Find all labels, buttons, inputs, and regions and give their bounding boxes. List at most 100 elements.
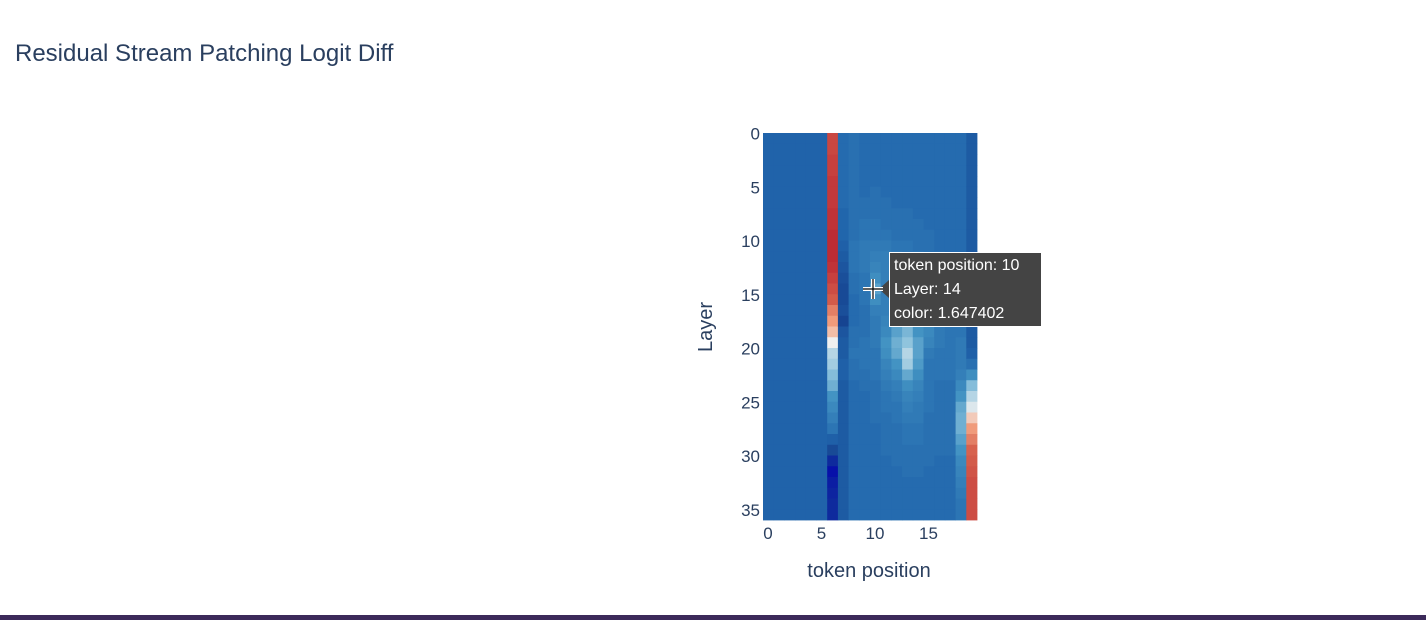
heatmap-cell[interactable] (923, 186, 935, 198)
heatmap-cell[interactable] (955, 477, 967, 489)
heatmap-cell[interactable] (923, 326, 935, 338)
heatmap-cell[interactable] (934, 434, 946, 446)
heatmap-cell[interactable] (848, 165, 860, 177)
heatmap-cell[interactable] (805, 466, 817, 478)
heatmap-cell[interactable] (805, 498, 817, 510)
heatmap-cell[interactable] (805, 219, 817, 231)
heatmap-cell[interactable] (837, 176, 849, 188)
heatmap-cell[interactable] (859, 262, 871, 274)
heatmap-cell[interactable] (795, 143, 807, 155)
heatmap-cell[interactable] (805, 240, 817, 252)
heatmap-cell[interactable] (902, 208, 914, 220)
heatmap-cell[interactable] (891, 455, 903, 467)
heatmap-cell[interactable] (795, 337, 807, 349)
heatmap-cell[interactable] (880, 240, 892, 252)
heatmap-cell[interactable] (763, 358, 775, 370)
heatmap-cell[interactable] (816, 186, 828, 198)
heatmap-cell[interactable] (837, 186, 849, 198)
heatmap-cell[interactable] (837, 197, 849, 209)
heatmap-cell[interactable] (934, 487, 946, 499)
heatmap-cell[interactable] (923, 401, 935, 413)
heatmap-cell[interactable] (816, 305, 828, 317)
heatmap-cell[interactable] (805, 434, 817, 446)
heatmap-cell[interactable] (805, 369, 817, 381)
heatmap-cell[interactable] (773, 219, 785, 231)
heatmap-cell[interactable] (955, 434, 967, 446)
heatmap-cell[interactable] (880, 186, 892, 198)
heatmap-cell[interactable] (934, 509, 946, 521)
heatmap-cell[interactable] (773, 412, 785, 424)
heatmap-cell[interactable] (848, 509, 860, 521)
heatmap-cell[interactable] (805, 487, 817, 499)
heatmap-cell[interactable] (773, 208, 785, 220)
heatmap-cell[interactable] (902, 401, 914, 413)
heatmap-cell[interactable] (934, 165, 946, 177)
heatmap-cell[interactable] (859, 165, 871, 177)
heatmap-cell[interactable] (966, 143, 978, 155)
heatmap-cell[interactable] (805, 412, 817, 424)
heatmap-cell[interactable] (923, 434, 935, 446)
heatmap-cell[interactable] (773, 240, 785, 252)
heatmap-cell[interactable] (837, 434, 849, 446)
heatmap-cell[interactable] (944, 154, 956, 166)
heatmap-cell[interactable] (837, 412, 849, 424)
heatmap-cell[interactable] (763, 326, 775, 338)
heatmap-cell[interactable] (795, 133, 807, 145)
heatmap-cell[interactable] (784, 262, 796, 274)
heatmap-cell[interactable] (880, 326, 892, 338)
heatmap-cell[interactable] (763, 294, 775, 306)
heatmap-cell[interactable] (923, 337, 935, 349)
heatmap-cell[interactable] (944, 133, 956, 145)
heatmap-cell[interactable] (773, 455, 785, 467)
heatmap-cell[interactable] (880, 434, 892, 446)
heatmap-cell[interactable] (784, 251, 796, 263)
heatmap-cell[interactable] (880, 391, 892, 403)
heatmap-cell[interactable] (912, 337, 924, 349)
heatmap-cell[interactable] (923, 348, 935, 360)
heatmap-cell[interactable] (827, 186, 839, 198)
heatmap-cell[interactable] (870, 208, 882, 220)
heatmap-cell[interactable] (805, 143, 817, 155)
heatmap-cell[interactable] (763, 240, 775, 252)
heatmap-cell[interactable] (859, 154, 871, 166)
heatmap-cell[interactable] (837, 208, 849, 220)
heatmap-cell[interactable] (784, 423, 796, 435)
heatmap-cell[interactable] (902, 358, 914, 370)
heatmap-cell[interactable] (944, 423, 956, 435)
heatmap-cell[interactable] (816, 466, 828, 478)
heatmap-cell[interactable] (837, 294, 849, 306)
heatmap-cell[interactable] (784, 455, 796, 467)
heatmap-cell[interactable] (923, 466, 935, 478)
heatmap-cell[interactable] (784, 219, 796, 231)
heatmap-cell[interactable] (859, 251, 871, 263)
heatmap-cell[interactable] (880, 294, 892, 306)
heatmap-cell[interactable] (870, 133, 882, 145)
heatmap-cell[interactable] (816, 455, 828, 467)
heatmap-cell[interactable] (880, 165, 892, 177)
heatmap-cell[interactable] (859, 240, 871, 252)
heatmap-cell[interactable] (784, 391, 796, 403)
heatmap-cell[interactable] (773, 294, 785, 306)
heatmap-cell[interactable] (923, 154, 935, 166)
heatmap-cell[interactable] (795, 208, 807, 220)
heatmap-cell[interactable] (837, 262, 849, 274)
heatmap-cell[interactable] (848, 423, 860, 435)
heatmap-cell[interactable] (859, 487, 871, 499)
heatmap-cell[interactable] (816, 283, 828, 295)
heatmap-cell[interactable] (816, 240, 828, 252)
heatmap-cell[interactable] (859, 143, 871, 155)
heatmap-cell[interactable] (837, 219, 849, 231)
heatmap-cell[interactable] (848, 455, 860, 467)
heatmap-cell[interactable] (837, 369, 849, 381)
heatmap-cell[interactable] (966, 444, 978, 456)
heatmap-cell[interactable] (934, 133, 946, 145)
heatmap-cell[interactable] (934, 337, 946, 349)
heatmap-cell[interactable] (902, 154, 914, 166)
heatmap-cell[interactable] (827, 509, 839, 521)
heatmap-cell[interactable] (966, 154, 978, 166)
heatmap-cell[interactable] (816, 401, 828, 413)
heatmap-cell[interactable] (880, 262, 892, 274)
heatmap-cell[interactable] (880, 412, 892, 424)
heatmap-cell[interactable] (805, 272, 817, 284)
